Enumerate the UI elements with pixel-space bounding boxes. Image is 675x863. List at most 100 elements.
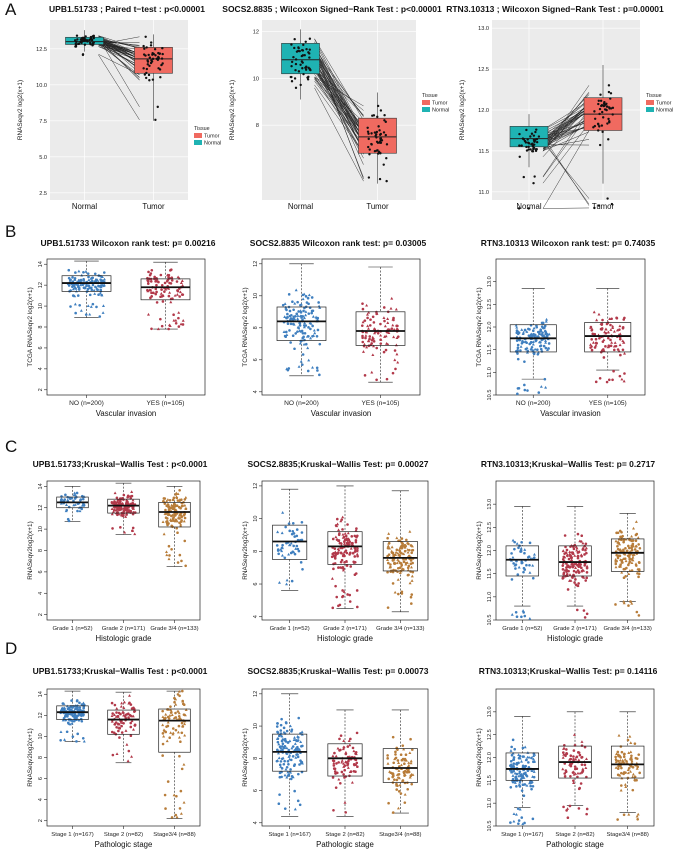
data-point: [76, 283, 80, 287]
data-point: [177, 505, 181, 509]
data-point: [276, 730, 279, 734]
data-point: [342, 553, 346, 557]
data-point: [386, 754, 389, 757]
data-point: [75, 491, 79, 495]
y-tick-label: 6: [38, 570, 44, 573]
data-point: [156, 327, 160, 331]
data-point: [580, 566, 583, 570]
data-point: [64, 714, 68, 717]
data-point: [399, 753, 403, 757]
data-point: [567, 569, 570, 573]
data-point: [510, 745, 513, 749]
data-point: [390, 549, 394, 553]
data-point: [307, 66, 310, 70]
data-point: [382, 306, 386, 309]
data-point: [333, 547, 337, 550]
data-point: [366, 130, 370, 133]
data-point: [407, 542, 410, 546]
data-point: [177, 316, 180, 320]
data-point: [164, 516, 168, 520]
data-point: [617, 759, 620, 763]
data-point: [175, 526, 178, 530]
data-point: [181, 699, 185, 703]
data-point: [634, 539, 638, 543]
data-point: [69, 705, 73, 709]
data-point: [622, 601, 626, 605]
data-point: [304, 310, 308, 313]
data-point: [296, 547, 300, 551]
data-point: [383, 114, 386, 117]
data-point: [288, 753, 292, 757]
data-point: [520, 816, 524, 819]
data-point: [520, 328, 524, 331]
data-point: [292, 55, 295, 59]
data-point: [133, 532, 137, 536]
data-point: [618, 324, 622, 328]
data-point: [389, 306, 393, 310]
data-point: [394, 756, 398, 760]
data-point: [362, 342, 366, 346]
y-tick-label: 12.5: [478, 67, 489, 73]
data-point: [294, 62, 298, 66]
data-point: [347, 759, 350, 763]
data-point: [520, 144, 523, 147]
data-point: [523, 548, 527, 551]
data-point: [618, 374, 622, 378]
data-point: [341, 595, 344, 599]
data-point: [525, 563, 528, 567]
data-point: [77, 269, 81, 273]
pair-line: [314, 51, 364, 178]
data-point: [623, 316, 626, 320]
data-point: [184, 495, 188, 499]
data-point: [74, 311, 77, 315]
data-point: [370, 142, 373, 146]
data-point: [161, 723, 165, 727]
data-point: [607, 84, 611, 87]
data-point: [513, 547, 516, 551]
data-point: [348, 593, 352, 597]
data-point: [364, 334, 368, 337]
data-point: [170, 503, 174, 507]
data-point: [408, 775, 412, 779]
data-point: [520, 342, 524, 345]
data-point: [178, 290, 182, 294]
data-point: [627, 751, 631, 755]
data-point: [339, 519, 343, 523]
data-point: [164, 807, 167, 810]
data-point: [98, 315, 102, 318]
data-point: [620, 530, 623, 534]
data-point: [126, 712, 130, 716]
data-point: [281, 303, 285, 307]
y-tick-label: 10: [38, 303, 44, 309]
data-point: [312, 328, 316, 332]
data-point: [351, 541, 354, 545]
data-point: [308, 56, 311, 59]
data-point: [281, 748, 284, 752]
data-point: [152, 291, 155, 295]
data-point: [597, 102, 600, 106]
data-point: [180, 731, 184, 735]
box-0: [505, 752, 540, 781]
data-point: [394, 783, 398, 787]
data-point: [294, 756, 298, 759]
data-point: [583, 745, 587, 749]
data-point: [519, 777, 523, 781]
data-point: [306, 346, 310, 350]
data-point: [150, 291, 153, 295]
data-point: [79, 717, 83, 721]
data-point: [519, 550, 522, 553]
data-point: [279, 723, 283, 727]
data-point: [346, 766, 350, 769]
x-axis-label: Histologic grade: [96, 634, 152, 643]
data-point: [300, 48, 304, 52]
data-point: [177, 724, 181, 728]
data-point: [410, 551, 414, 555]
data-point: [174, 322, 178, 325]
data-point: [524, 758, 528, 762]
pair-line: [542, 108, 590, 133]
data-point: [166, 780, 170, 783]
data-point: [636, 549, 639, 553]
data-point: [343, 776, 346, 779]
y-tick-label: 8: [38, 756, 44, 759]
data-point: [78, 283, 82, 287]
